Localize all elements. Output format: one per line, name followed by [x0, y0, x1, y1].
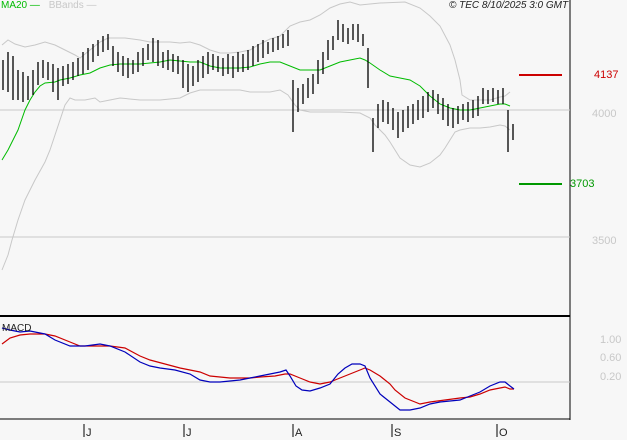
month-label-sep: S [394, 427, 402, 439]
chart-legend: MA20 — BBands — [1, 0, 97, 11]
month-ticks [83, 424, 498, 437]
month-label-jul: J [186, 427, 192, 439]
resistance-label: 4137 [594, 69, 619, 81]
macd-label-060: 0.60 [600, 352, 622, 364]
month-label-aug: A [295, 427, 303, 439]
price-label-4000: 4000 [592, 108, 617, 120]
month-label-jun: J [86, 427, 92, 439]
macd-title: MACD [2, 323, 32, 334]
price-label-3500: 3500 [592, 235, 617, 247]
macd-line [1, 327, 515, 411]
bbands-upper-line [1, 1, 511, 101]
legend-bbands: BBands — [48, 0, 97, 11]
macd-label-100: 1.00 [600, 334, 622, 346]
month-label-oct: O [499, 427, 508, 439]
legend-ma20: MA20 — [1, 0, 40, 11]
price-bars [2, 20, 514, 152]
macd-signal-line [1, 333, 514, 405]
bbands-lower-line [1, 89, 511, 271]
copyright-timestamp: © TEC 8/10/2025 3:0 GMT [449, 0, 569, 11]
macd-label-020: 0.20 [600, 371, 622, 383]
support-label: 3703 [570, 178, 595, 190]
